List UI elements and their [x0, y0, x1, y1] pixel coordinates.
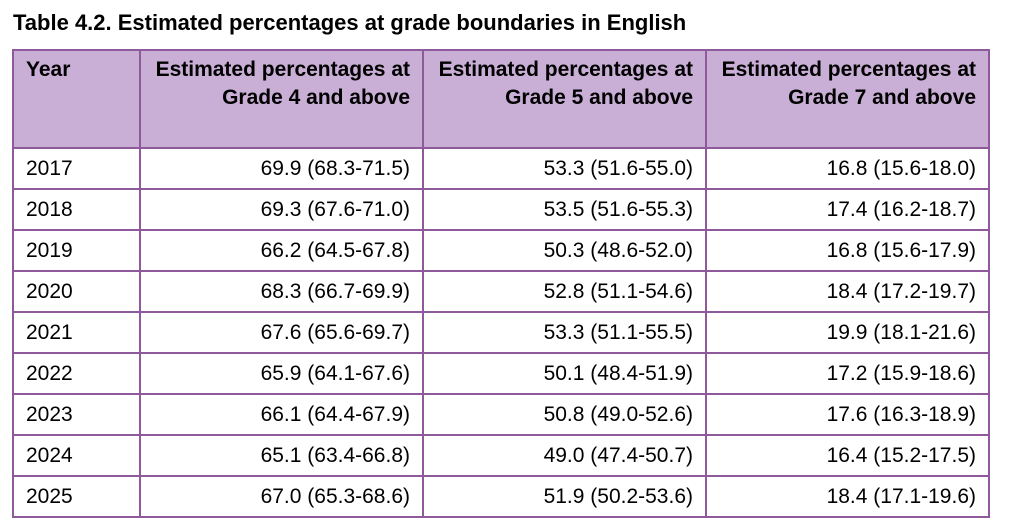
- cell-year: 2020: [12, 270, 141, 313]
- cell-grade-4: 68.3 (66.7-69.9): [139, 270, 424, 313]
- cell-grade-4: 66.1 (64.4-67.9): [139, 393, 424, 436]
- cell-grade-7: 17.4 (16.2-18.7): [705, 188, 990, 231]
- cell-grade-7: 18.4 (17.1-19.6): [705, 475, 990, 518]
- cell-grade-5: 50.3 (48.6-52.0): [422, 229, 707, 272]
- table-row: 2020 68.3 (66.7-69.9) 52.8 (51.1-54.6) 1…: [12, 270, 990, 313]
- cell-year: 2025: [12, 475, 141, 518]
- cell-grade-7: 18.4 (17.2-19.7): [705, 270, 990, 313]
- cell-grade-4: 67.0 (65.3-68.6): [139, 475, 424, 518]
- cell-year: 2017: [12, 147, 141, 190]
- table-row: 2022 65.9 (64.1-67.6) 50.1 (48.4-51.9) 1…: [12, 352, 990, 395]
- cell-grade-7: 17.2 (15.9-18.6): [705, 352, 990, 395]
- cell-year: 2022: [12, 352, 141, 395]
- cell-grade-7: 16.4 (15.2-17.5): [705, 434, 990, 477]
- cell-grade-5: 49.0 (47.4-50.7): [422, 434, 707, 477]
- cell-year: 2018: [12, 188, 141, 231]
- table-row: 2025 67.0 (65.3-68.6) 51.9 (50.2-53.6) 1…: [12, 475, 990, 518]
- table-row: 2021 67.6 (65.6-69.7) 53.3 (51.1-55.5) 1…: [12, 311, 990, 354]
- cell-grade-5: 53.5 (51.6-55.3): [422, 188, 707, 231]
- grade-boundaries-table: Year Estimated percentages at Grade 4 an…: [12, 49, 990, 518]
- table-row: 2018 69.3 (67.6-71.0) 53.5 (51.6-55.3) 1…: [12, 188, 990, 231]
- cell-grade-4: 69.9 (68.3-71.5): [139, 147, 424, 190]
- cell-grade-5: 50.8 (49.0-52.6): [422, 393, 707, 436]
- table-caption: Table 4.2. Estimated percentages at grad…: [13, 10, 687, 35]
- cell-grade-7: 19.9 (18.1-21.6): [705, 311, 990, 354]
- cell-grade-4: 67.6 (65.6-69.7): [139, 311, 424, 354]
- header-year: Year: [12, 49, 141, 149]
- cell-year: 2021: [12, 311, 141, 354]
- cell-grade-7: 17.6 (16.3-18.9): [705, 393, 990, 436]
- cell-grade-4: 69.3 (67.6-71.0): [139, 188, 424, 231]
- cell-year: 2024: [12, 434, 141, 477]
- cell-grade-5: 51.9 (50.2-53.6): [422, 475, 707, 518]
- cell-year: 2019: [12, 229, 141, 272]
- header-grade-4: Estimated percentages at Grade 4 and abo…: [139, 49, 424, 149]
- table-row: 2017 69.9 (68.3-71.5) 53.3 (51.6-55.0) 1…: [12, 147, 990, 190]
- header-grade-7: Estimated percentages at Grade 7 and abo…: [705, 49, 990, 149]
- cell-grade-5: 50.1 (48.4-51.9): [422, 352, 707, 395]
- header-row: Year Estimated percentages at Grade 4 an…: [12, 49, 990, 149]
- cell-grade-7: 16.8 (15.6-17.9): [705, 229, 990, 272]
- cell-grade-5: 53.3 (51.1-55.5): [422, 311, 707, 354]
- cell-grade-5: 53.3 (51.6-55.0): [422, 147, 707, 190]
- cell-grade-4: 66.2 (64.5-67.8): [139, 229, 424, 272]
- cell-grade-7: 16.8 (15.6-18.0): [705, 147, 990, 190]
- table-row: 2019 66.2 (64.5-67.8) 50.3 (48.6-52.0) 1…: [12, 229, 990, 272]
- cell-year: 2023: [12, 393, 141, 436]
- table-row: 2023 66.1 (64.4-67.9) 50.8 (49.0-52.6) 1…: [12, 393, 990, 436]
- cell-grade-5: 52.8 (51.1-54.6): [422, 270, 707, 313]
- header-grade-5: Estimated percentages at Grade 5 and abo…: [422, 49, 707, 149]
- cell-grade-4: 65.1 (63.4-66.8): [139, 434, 424, 477]
- table-row: 2024 65.1 (63.4-66.8) 49.0 (47.4-50.7) 1…: [12, 434, 990, 477]
- cell-grade-4: 65.9 (64.1-67.6): [139, 352, 424, 395]
